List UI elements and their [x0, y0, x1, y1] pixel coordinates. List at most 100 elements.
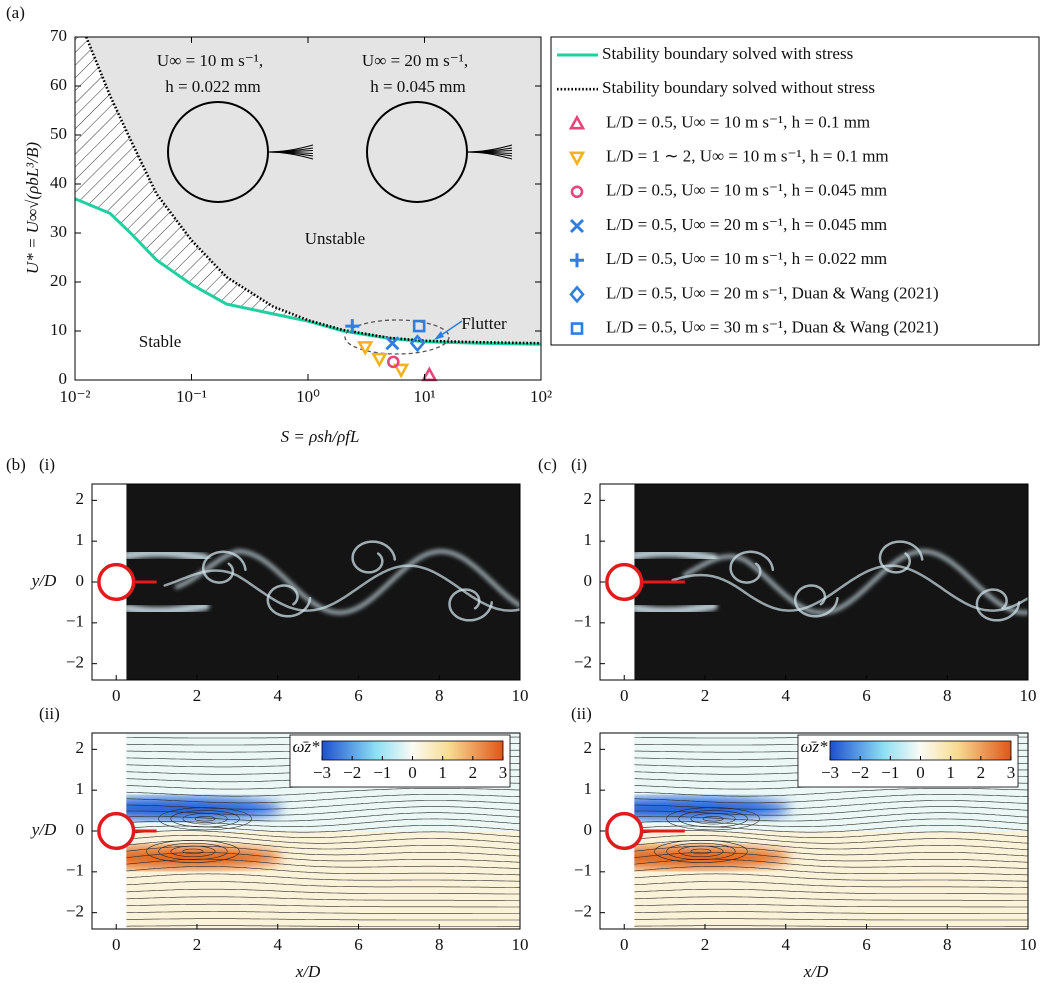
panel-label: (a) — [6, 3, 25, 22]
y-tick-label: 60 — [50, 75, 67, 94]
unstable-region — [86, 37, 542, 344]
x-tick-label: 8 — [435, 935, 444, 954]
streamline — [634, 896, 1028, 901]
x-tick-label: 10² — [530, 387, 552, 406]
data-point — [357, 341, 374, 356]
annotation: Stable — [139, 332, 182, 351]
vortex-curl — [201, 550, 247, 584]
legend-marker — [569, 285, 585, 304]
colorbar-tick-label: 3 — [499, 763, 508, 782]
y-tick-label: 70 — [50, 26, 67, 45]
colorbar-tick-label: 2 — [469, 763, 478, 782]
colorbar-tick-label: −3 — [313, 763, 331, 782]
legend-marker — [568, 151, 586, 167]
vortex-curl — [975, 588, 1021, 622]
sub-label: (i) — [571, 455, 587, 474]
shear-layer — [123, 601, 210, 616]
y-tick-label: 0 — [584, 820, 593, 839]
y-tick-label: 0 — [584, 571, 593, 590]
recirculation — [654, 839, 748, 863]
y-tick-label: 2 — [584, 489, 593, 508]
shear-layer — [123, 548, 210, 563]
cylinder — [605, 811, 644, 851]
flutter-ellipse — [344, 319, 450, 355]
streamline — [634, 830, 1028, 838]
cylinder — [97, 562, 136, 602]
x-tick-label: 10 — [512, 935, 529, 954]
y-axis-label: U* = U∞√(ρbL³/B) — [23, 142, 42, 274]
x-tick-label: 2 — [193, 686, 202, 705]
x-tick-label: 10⁰ — [296, 387, 320, 406]
x-tick-label: 4 — [781, 686, 790, 705]
legend-label: L/D = 0.5, U∞ = 10 m s⁻¹, h = 0.1 mm — [606, 112, 870, 131]
x-tick-label: 6 — [862, 686, 871, 705]
y-tick-label: 1 — [584, 530, 593, 549]
mean-vorticity-pos — [92, 846, 282, 869]
recirculation — [146, 839, 240, 863]
y-axis-label: y/D — [30, 820, 57, 839]
streamline — [634, 903, 1028, 908]
x-tick-label: 0 — [620, 935, 629, 954]
panel-label: (b) — [6, 455, 26, 474]
streamline — [126, 858, 520, 869]
x-tick-label: 10 — [1020, 686, 1037, 705]
y-tick-label: 2 — [76, 489, 85, 508]
vortex-curl — [793, 584, 839, 618]
colorbar-tick-label: 2 — [977, 763, 986, 782]
streamline — [126, 903, 520, 908]
x-tick-label: 2 — [193, 935, 202, 954]
annotation: Unstable — [305, 229, 365, 248]
recirculation — [690, 848, 712, 855]
y-tick-label: 10 — [50, 320, 67, 339]
cylinder — [97, 811, 136, 851]
data-point — [387, 355, 400, 369]
streamline — [126, 881, 520, 888]
x-tick-label: 10 — [512, 686, 529, 705]
streamline — [126, 835, 520, 844]
panel-label: (c) — [538, 455, 557, 474]
streamline — [126, 806, 520, 816]
x-tick-label: 6 — [862, 935, 871, 954]
streamline — [126, 925, 520, 927]
y-tick-label: 40 — [50, 173, 67, 192]
field-area — [92, 484, 520, 680]
x-tick-label: 0 — [620, 686, 629, 705]
y-tick-label: 20 — [50, 271, 67, 290]
recirculation — [690, 813, 736, 825]
vortex-curl — [448, 588, 493, 622]
streamline — [634, 812, 1028, 822]
recirculation — [702, 816, 724, 822]
streamline — [634, 911, 1028, 914]
legend-marker — [570, 253, 584, 268]
recirculation — [158, 842, 228, 860]
annotation: U∞ = 20 m s⁻¹, — [362, 51, 468, 70]
legend-marker — [568, 114, 586, 130]
shear-layer — [631, 548, 718, 563]
y-tick-label: −1 — [66, 861, 84, 880]
annotation: Flutter — [461, 314, 507, 333]
streamline — [126, 888, 520, 895]
flutter-arrowhead — [434, 331, 444, 340]
x-axis-label: x/D — [803, 962, 829, 981]
vorticity-field — [634, 484, 1028, 680]
y-tick-label: 30 — [50, 222, 67, 241]
streamline — [634, 788, 1028, 797]
recirculation — [666, 807, 760, 831]
x-tick-label: 10⁻¹ — [176, 387, 207, 406]
wake-vortex — [671, 564, 1028, 612]
y-axis-label: y/D — [30, 571, 57, 590]
legend-marker — [570, 185, 584, 199]
data-point — [371, 352, 388, 368]
data-point — [412, 319, 426, 333]
data-point — [345, 319, 360, 334]
x-tick-label: 10¹ — [413, 387, 435, 406]
recirculation — [182, 848, 204, 855]
y-tick-label: −1 — [574, 612, 592, 631]
x-tick-label: 4 — [781, 935, 790, 954]
shear-layer — [631, 601, 718, 616]
x-tick-label: 0 — [112, 686, 121, 705]
boundary-line-dotted — [85, 36, 542, 345]
vortex-curl — [878, 540, 924, 574]
